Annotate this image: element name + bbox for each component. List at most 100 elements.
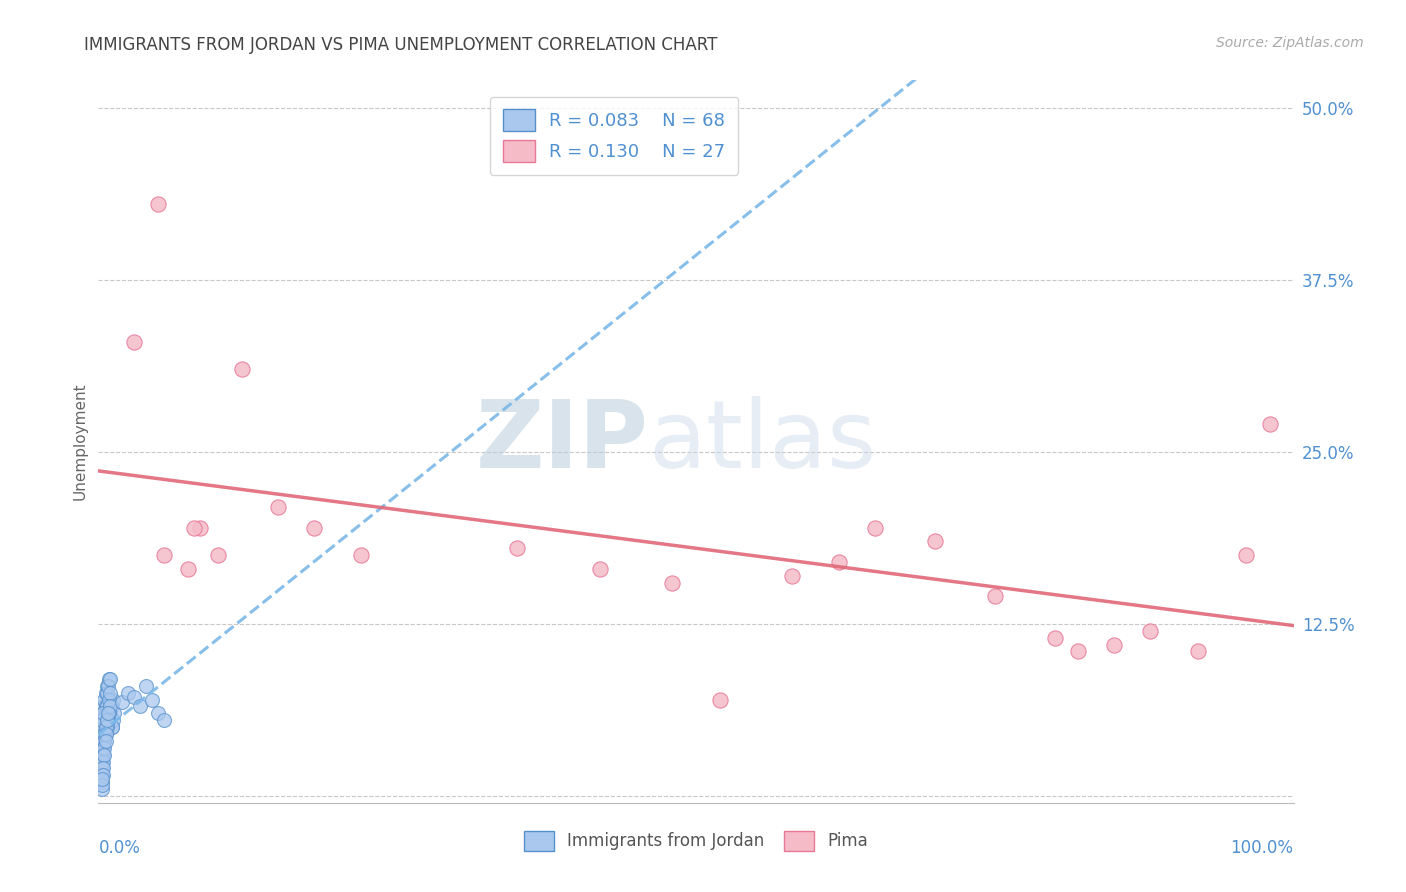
- Point: [91, 740, 114, 755]
- Point: [91, 761, 114, 775]
- Point: [1187, 644, 1209, 658]
- Point: [183, 520, 205, 534]
- Point: [91, 755, 114, 769]
- Point: [91, 768, 114, 782]
- Point: [97, 679, 120, 693]
- Point: [94, 720, 117, 734]
- Point: [91, 713, 114, 727]
- Text: ZIP: ZIP: [475, 395, 648, 488]
- Point: [231, 362, 253, 376]
- Point: [153, 713, 176, 727]
- Point: [661, 575, 683, 590]
- Point: [91, 699, 114, 714]
- Point: [865, 520, 887, 534]
- Point: [93, 727, 115, 741]
- Point: [97, 713, 120, 727]
- Point: [506, 541, 529, 556]
- Point: [91, 720, 114, 734]
- Text: 100.0%: 100.0%: [1230, 838, 1294, 857]
- Point: [93, 706, 115, 721]
- Point: [93, 734, 115, 748]
- Text: IMMIGRANTS FROM JORDAN VS PIMA UNEMPLOYMENT CORRELATION CHART: IMMIGRANTS FROM JORDAN VS PIMA UNEMPLOYM…: [84, 36, 717, 54]
- Point: [350, 548, 373, 562]
- Point: [94, 727, 117, 741]
- Point: [91, 706, 114, 721]
- Point: [96, 713, 118, 727]
- Point: [111, 695, 134, 709]
- Y-axis label: Unemployment: Unemployment: [72, 383, 87, 500]
- Point: [1043, 631, 1066, 645]
- Point: [302, 520, 325, 534]
- Point: [91, 778, 114, 792]
- Point: [91, 720, 114, 734]
- Point: [96, 720, 118, 734]
- Point: [101, 692, 124, 706]
- Text: 0.0%: 0.0%: [98, 838, 141, 857]
- Point: [1234, 548, 1257, 562]
- Point: [267, 500, 290, 514]
- Point: [98, 686, 122, 700]
- Point: [100, 699, 122, 714]
- Point: [94, 727, 117, 741]
- Point: [828, 555, 851, 569]
- Point: [124, 334, 146, 349]
- Point: [924, 534, 946, 549]
- Point: [124, 690, 146, 704]
- Point: [117, 686, 139, 700]
- Point: [91, 775, 114, 789]
- Point: [188, 520, 211, 534]
- Legend: Immigrants from Jordan, Pima: Immigrants from Jordan, Pima: [516, 822, 876, 860]
- Point: [1139, 624, 1161, 638]
- Point: [129, 699, 152, 714]
- Point: [93, 740, 115, 755]
- Point: [91, 761, 114, 775]
- Point: [98, 692, 121, 706]
- Point: [135, 679, 157, 693]
- Point: [589, 562, 612, 576]
- Point: [1104, 638, 1126, 652]
- Point: [1258, 417, 1281, 432]
- Point: [91, 747, 114, 762]
- Point: [207, 548, 229, 562]
- Point: [177, 562, 200, 576]
- Point: [96, 686, 118, 700]
- Point: [93, 713, 115, 727]
- Point: [96, 699, 118, 714]
- Point: [93, 692, 115, 706]
- Point: [153, 548, 176, 562]
- Text: Source: ZipAtlas.com: Source: ZipAtlas.com: [1216, 36, 1364, 50]
- Point: [96, 679, 118, 693]
- Point: [98, 706, 122, 721]
- Point: [91, 782, 114, 797]
- Point: [100, 720, 122, 734]
- Point: [94, 706, 117, 721]
- Point: [91, 768, 114, 782]
- Text: atlas: atlas: [648, 395, 876, 488]
- Point: [1067, 644, 1090, 658]
- Point: [91, 713, 114, 727]
- Point: [94, 734, 117, 748]
- Point: [91, 740, 114, 755]
- Point: [91, 706, 114, 721]
- Point: [780, 568, 803, 582]
- Point: [91, 727, 114, 741]
- Point: [984, 590, 1007, 604]
- Point: [91, 772, 114, 787]
- Point: [98, 672, 121, 686]
- Point: [93, 747, 115, 762]
- Point: [709, 692, 731, 706]
- Point: [91, 734, 114, 748]
- Point: [94, 686, 117, 700]
- Point: [97, 706, 120, 721]
- Point: [97, 713, 120, 727]
- Point: [98, 699, 122, 714]
- Point: [98, 706, 121, 721]
- Point: [91, 755, 114, 769]
- Point: [100, 720, 122, 734]
- Point: [148, 706, 170, 721]
- Point: [93, 734, 115, 748]
- Point: [103, 706, 125, 721]
- Point: [98, 672, 122, 686]
- Point: [91, 747, 114, 762]
- Point: [141, 692, 163, 706]
